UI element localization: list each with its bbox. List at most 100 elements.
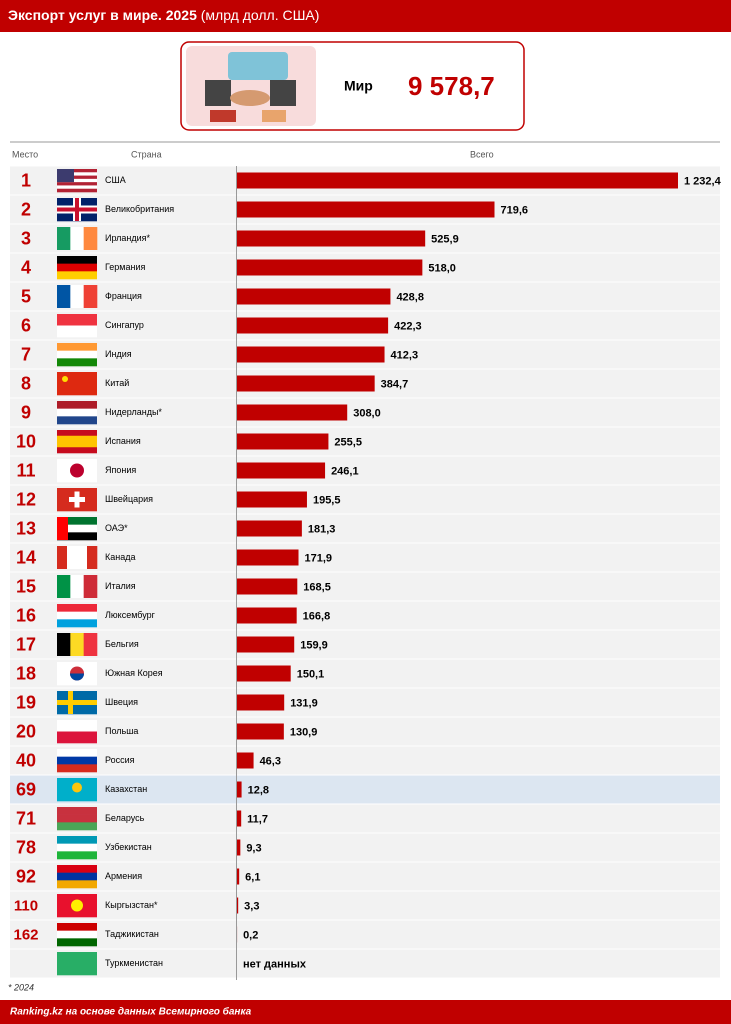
- bar: [237, 607, 297, 624]
- flag: [57, 372, 97, 396]
- row-background: [10, 891, 720, 920]
- flag-stripe: [57, 314, 97, 326]
- flag-stripe: [57, 350, 97, 359]
- flag-stripe: [57, 256, 97, 264]
- row-background: [10, 717, 720, 746]
- flag-stripe: [77, 546, 88, 569]
- flag-stripe: [57, 435, 97, 442]
- country-label: Беларусь: [105, 813, 145, 823]
- rank: 14: [16, 547, 36, 567]
- flag-stripe: [57, 756, 97, 765]
- flag-stripe: [57, 285, 71, 308]
- flag-stripe: [57, 172, 97, 176]
- country-header: Страна: [131, 149, 162, 159]
- flag: [57, 894, 97, 918]
- bar: [237, 404, 348, 421]
- total-value: 9 578,7: [408, 71, 495, 101]
- country-label: Нидерланды*: [105, 407, 162, 417]
- value-label: 518,0: [428, 262, 456, 274]
- flag-stripe: [57, 880, 97, 889]
- flag: [57, 459, 97, 483]
- value-label: 525,9: [431, 233, 459, 245]
- flag: [57, 198, 97, 222]
- source: Ranking.kz на основе данных Всемирного б…: [10, 1006, 252, 1018]
- illustration-art: [205, 52, 296, 122]
- rank: 20: [16, 721, 36, 741]
- flag-part: [70, 463, 84, 478]
- flag-stripe: [87, 546, 98, 569]
- rank: 19: [16, 692, 36, 712]
- flag-stripe: [57, 822, 97, 831]
- flag-part: [57, 169, 74, 183]
- row-background: [10, 775, 720, 804]
- value-label: 166,8: [303, 610, 331, 622]
- flag-stripe: [83, 633, 98, 656]
- row-background: [10, 427, 720, 456]
- flag: [57, 807, 97, 831]
- bar: [237, 433, 329, 450]
- flag-stripe: [57, 872, 97, 881]
- flag-stripe: [57, 843, 97, 852]
- flag: [57, 604, 97, 628]
- row-background: [10, 543, 720, 572]
- flag-stripe: [67, 546, 78, 569]
- rank-header: Место: [12, 149, 38, 159]
- flag: [57, 401, 97, 425]
- rank: 4: [21, 257, 31, 277]
- country-label: Канада: [105, 552, 135, 562]
- chart-units: (млрд долл. США): [201, 7, 320, 23]
- bar: [237, 230, 426, 247]
- value-label: 428,8: [396, 291, 424, 303]
- bar: [237, 259, 423, 276]
- flag: [57, 517, 97, 541]
- value-label: 159,9: [300, 639, 328, 651]
- header-bar: [0, 0, 731, 32]
- flag: [57, 430, 97, 454]
- country-label: Франция: [105, 291, 142, 301]
- value-label: 255,5: [334, 436, 362, 448]
- flag-stripe: [57, 517, 97, 525]
- country-label: Испания: [105, 436, 141, 446]
- bar: [237, 665, 291, 682]
- flag: [57, 836, 97, 860]
- rank: 6: [21, 315, 31, 335]
- country-label: Люксембург: [105, 610, 156, 620]
- rank: 11: [16, 460, 35, 480]
- rank: 3: [21, 228, 31, 248]
- rank: 92: [16, 866, 36, 886]
- rank: 69: [16, 779, 36, 799]
- flag-stripe: [70, 285, 84, 308]
- flag-stripe: [57, 524, 97, 533]
- rank: 7: [21, 344, 31, 364]
- flag-stripe: [57, 169, 97, 173]
- row-background: [10, 833, 720, 862]
- flag-part: [72, 782, 82, 793]
- country-label: Армения: [105, 871, 142, 881]
- row-background: [10, 572, 720, 601]
- row-background: [10, 398, 720, 427]
- row-background: [10, 514, 720, 543]
- flag: [57, 227, 98, 250]
- flag-part: [75, 198, 79, 221]
- value-label: 195,5: [313, 494, 341, 506]
- flag: [57, 923, 97, 947]
- flag-stripe: [57, 851, 97, 860]
- value-label: 384,7: [381, 378, 409, 390]
- row-background: [10, 630, 720, 659]
- country-label: Кыргызстан*: [105, 900, 158, 910]
- rank: 2: [21, 199, 31, 219]
- value-label: 12,8: [248, 784, 269, 796]
- value-label: 130,9: [290, 726, 318, 738]
- flag-stripe: [57, 633, 71, 656]
- bar: [237, 317, 389, 334]
- flag-stripe: [57, 865, 97, 873]
- country-label: Китай: [105, 378, 129, 388]
- flag-stripe: [57, 532, 97, 541]
- flag: [57, 285, 98, 308]
- flag-stripe: [57, 343, 97, 351]
- flag-stripe: [57, 175, 97, 180]
- note: * 2024: [8, 982, 34, 992]
- country-label: ОАЭ*: [105, 523, 128, 533]
- flag: [57, 343, 97, 367]
- value-label: 422,3: [394, 320, 422, 332]
